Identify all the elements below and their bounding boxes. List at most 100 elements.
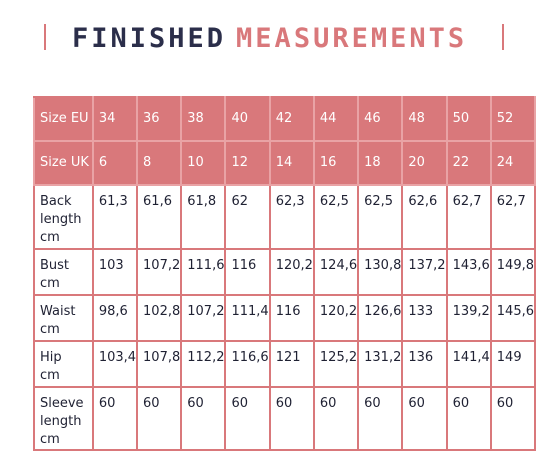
size-cell: 50 <box>445 96 492 142</box>
row-label: Size EU <box>33 96 94 142</box>
measurement-cell: 145,6 <box>489 294 536 342</box>
measurement-cell: 111,4 <box>224 294 271 342</box>
size-cell: 14 <box>268 140 315 186</box>
size-cell: 42 <box>268 96 315 142</box>
measurement-cell: 121 <box>268 340 315 388</box>
size-cell: 22 <box>445 140 492 186</box>
row-label-line: cm <box>40 276 60 291</box>
measurement-cell: 137,2 <box>401 248 448 296</box>
measurement-cell: 149 <box>489 340 536 388</box>
measurement-cell: 60 <box>180 386 227 451</box>
title-word-finished: FINISHED <box>72 22 227 54</box>
size-cell: 34 <box>91 96 139 142</box>
size-cell: 48 <box>401 96 448 142</box>
size-cell: 36 <box>136 96 183 142</box>
size-cell: 46 <box>357 96 404 142</box>
page-title: FINISHED MEASUREMENTS <box>72 18 467 58</box>
table-row: Waist cm 98,6 102,8 107,2 111,4 116 120,2 126,6 1… <box>33 294 536 342</box>
measurement-cell: 141,4 <box>445 340 492 388</box>
row-label-line: Back <box>40 194 72 209</box>
row-label: Size UK <box>33 140 94 186</box>
row-label-line: cm <box>40 322 60 337</box>
measurement-cell: 112,2 <box>180 340 227 388</box>
measurement-cell: 111,6 <box>180 248 227 296</box>
measurement-cell: 98,6 <box>91 294 139 342</box>
row-label-line: length <box>40 414 82 429</box>
measurement-cell: 103,4 <box>91 340 139 388</box>
measurement-cell: 120,2 <box>268 248 315 296</box>
title-divider-left <box>44 24 46 50</box>
measurement-cell: 62,6 <box>401 184 448 250</box>
size-cell: 18 <box>357 140 404 186</box>
measurement-cell: 60 <box>357 386 404 451</box>
row-label-line: Waist <box>40 304 76 319</box>
size-cell: 16 <box>312 140 360 186</box>
header-row: Size EU 34 36 38 40 42 44 46 48 50 52 <box>33 96 536 142</box>
measurement-cell: 143,6 <box>445 248 492 296</box>
row-label: Waist cm <box>33 294 94 342</box>
row-label: Sleeve length cm <box>33 386 94 451</box>
measurement-cell: 120,2 <box>312 294 360 342</box>
row-label: Hip cm <box>33 340 94 388</box>
size-cell: 52 <box>489 96 536 142</box>
size-cell: 6 <box>91 140 139 186</box>
measurement-cell: 149,8 <box>489 248 536 296</box>
measurement-cell: 116 <box>268 294 315 342</box>
measurement-cell: 61,6 <box>136 184 183 250</box>
row-label-line: length <box>40 212 82 227</box>
measurement-cell: 60 <box>91 386 139 451</box>
measurement-cell: 60 <box>224 386 271 451</box>
row-label-line: Bust <box>40 258 70 273</box>
table-row: Hip cm 103,4 107,8 112,2 116,6 121 125,2 131,2 13… <box>33 340 536 388</box>
measurement-cell: 62,5 <box>312 184 360 250</box>
title-bar: FINISHED MEASUREMENTS <box>0 18 536 58</box>
header-row: Size UK 6 8 10 12 14 16 18 20 22 24 <box>33 140 536 186</box>
measurement-cell: 62,7 <box>489 184 536 250</box>
measurement-cell: 107,8 <box>136 340 183 388</box>
measurement-cell: 62,7 <box>445 184 492 250</box>
size-cell: 8 <box>136 140 183 186</box>
table-row: Bust cm 103 107,2 111,6 116 120,2 124,6 130,8 137… <box>33 248 536 296</box>
measurement-cell: 62,5 <box>357 184 404 250</box>
table-row: Back length cm 61,3 61,6 61,8 62 62,3 62,5 62,5 62… <box>33 184 536 250</box>
measurement-cell: 60 <box>489 386 536 451</box>
size-cell: 12 <box>224 140 271 186</box>
measurement-cell: 102,8 <box>136 294 183 342</box>
size-cell: 38 <box>180 96 227 142</box>
measurement-cell: 116 <box>224 248 271 296</box>
table-row: Sleeve length cm 60 60 60 60 60 60 60 60 60 60 <box>33 386 536 451</box>
size-cell: 24 <box>489 140 536 186</box>
measurement-cell: 60 <box>136 386 183 451</box>
size-cell: 44 <box>312 96 360 142</box>
measurement-cell: 107,2 <box>136 248 183 296</box>
measurement-cell: 126,6 <box>357 294 404 342</box>
measurement-cell: 107,2 <box>180 294 227 342</box>
measurement-cell: 60 <box>401 386 448 451</box>
size-cell: 10 <box>180 140 227 186</box>
measurements-table: Size EU 34 36 38 40 42 44 46 48 50 52 Size UK 6 8 10 12… <box>33 96 536 451</box>
measurement-cell: 61,3 <box>91 184 139 250</box>
measurement-cell: 62 <box>224 184 271 250</box>
row-label-line: Sleeve <box>40 396 84 411</box>
measurement-cell: 61,8 <box>180 184 227 250</box>
measurement-cell: 139,2 <box>445 294 492 342</box>
measurement-cell: 136 <box>401 340 448 388</box>
measurement-cell: 103 <box>91 248 139 296</box>
title-divider-right <box>502 24 504 50</box>
measurement-cell: 131,2 <box>357 340 404 388</box>
measurement-cell: 133 <box>401 294 448 342</box>
row-label-line: cm <box>40 432 60 447</box>
measurement-cell: 125,2 <box>312 340 360 388</box>
measurement-cell: 62,3 <box>268 184 315 250</box>
measurement-cell: 124,6 <box>312 248 360 296</box>
measurement-cell: 130,8 <box>357 248 404 296</box>
row-label-line: cm <box>40 230 60 245</box>
measurement-cell: 60 <box>445 386 492 451</box>
size-cell: 40 <box>224 96 271 142</box>
measurement-cell: 60 <box>268 386 315 451</box>
title-word-measurements: MEASUREMENTS <box>236 22 468 54</box>
row-label-line: cm <box>40 368 60 383</box>
measurement-cell: 116,6 <box>224 340 271 388</box>
size-cell: 20 <box>401 140 448 186</box>
row-label-line: Hip <box>40 350 62 365</box>
